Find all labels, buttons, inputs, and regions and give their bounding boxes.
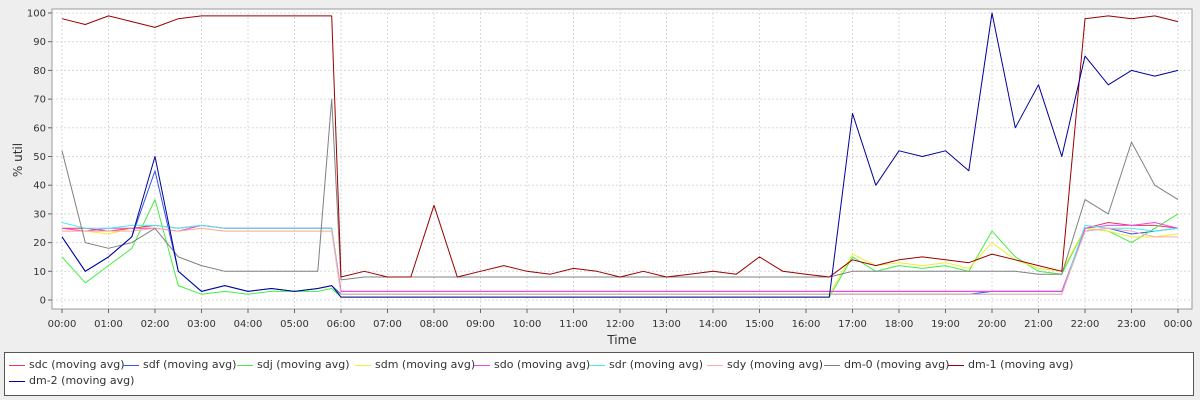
y-tick-label: 100	[27, 9, 46, 20]
x-tick-label: 08:00	[420, 319, 449, 330]
x-tick-label: 22:00	[1071, 319, 1100, 330]
legend-label: dm-0 (moving avg)	[844, 358, 950, 371]
x-tick-label: 00:00	[48, 319, 77, 330]
x-tick-label: 23:00	[1117, 319, 1146, 330]
legend-label: dm-2 (moving avg)	[29, 374, 135, 387]
legend-swatch	[948, 364, 964, 366]
y-tick-label: 0	[40, 296, 46, 307]
legend-item: sdo (moving avg)	[474, 358, 590, 372]
legend-swatch	[824, 364, 840, 366]
x-axis-title: Time	[606, 333, 636, 347]
series-lines	[61, 12, 1179, 298]
x-tick-label: 09:00	[466, 319, 495, 330]
x-tick-label: 01:00	[94, 319, 123, 330]
x-tick-label: 11:00	[559, 319, 588, 330]
series-line-7	[61, 98, 1179, 281]
legend-label: sdf (moving avg)	[143, 358, 237, 371]
legend-swatch	[237, 364, 253, 366]
legend-swatch	[589, 364, 605, 366]
legend-swatch	[707, 364, 723, 366]
x-tick-label: 02:00	[141, 319, 170, 330]
legend-label: sdr (moving avg)	[609, 358, 704, 371]
legend-label: sdy (moving avg)	[727, 358, 823, 371]
x-tick-label: 05:00	[280, 319, 309, 330]
plot-area	[51, 8, 1193, 310]
series-line-6	[62, 227, 1178, 295]
x-tick-label: 00:00	[1164, 319, 1193, 330]
legend-label: sdm (moving avg)	[375, 358, 476, 371]
legend-item: dm-0 (moving avg)	[824, 358, 949, 372]
x-tick-label: 18:00	[885, 319, 914, 330]
legend-swatch	[474, 364, 490, 366]
legend-item: sdf (moving avg)	[123, 358, 236, 372]
y-tick-label: 60	[33, 123, 46, 134]
x-tick-label: 04:00	[234, 319, 263, 330]
legend-swatch	[123, 364, 139, 366]
y-tick-label: 20	[33, 238, 46, 249]
y-axis-title: % util	[11, 143, 25, 177]
x-tick-label: 13:00	[652, 319, 681, 330]
x-tick-label: 12:00	[606, 319, 635, 330]
x-tick-label: 16:00	[792, 319, 821, 330]
legend-item: sdr (moving avg)	[589, 358, 703, 372]
x-tick-label: 21:00	[1024, 319, 1053, 330]
legend-item: sdm (moving avg)	[355, 358, 475, 372]
x-tick-label: 17:00	[838, 319, 867, 330]
line-chart: 0 10 20 30 40 50 60 70 80 90 100 00:00 01:00 02:00 03…	[11, 8, 1193, 347]
legend-item: sdc (moving avg)	[9, 358, 125, 372]
y-tick-label: 30	[33, 209, 46, 220]
x-tick-label: 15:00	[745, 319, 774, 330]
x-tick-label: 14:00	[699, 319, 728, 330]
legend-label: sdo (moving avg)	[494, 358, 591, 371]
legend-item: sdy (moving avg)	[707, 358, 823, 372]
x-tick-label: 10:00	[513, 319, 542, 330]
legend: sdc (moving avg) sdf (moving avg) sdj (mov…	[4, 352, 1194, 396]
series-line-8	[61, 15, 1179, 278]
x-tick-label: 20:00	[978, 319, 1007, 330]
y-tick-label: 90	[33, 37, 46, 48]
series-line-9	[61, 12, 1179, 298]
legend-label: sdj (moving avg)	[257, 358, 350, 371]
legend-label: sdc (moving avg)	[29, 358, 125, 371]
legend-swatch	[9, 380, 25, 382]
legend-label: dm-1 (moving avg)	[968, 358, 1074, 371]
legend-item: sdj (moving avg)	[237, 358, 350, 372]
y-axis: 0 10 20 30 40 50 60 70 80 90 100	[27, 9, 52, 307]
x-axis: 00:00 01:00 02:00 03:00 04:00 05:00 06:00 07:00…	[48, 309, 1193, 330]
legend-swatch	[355, 364, 371, 366]
x-tick-label: 19:00	[931, 319, 960, 330]
y-tick-label: 70	[33, 95, 46, 106]
legend-swatch	[9, 364, 25, 366]
legend-item: dm-1 (moving avg)	[948, 358, 1073, 372]
y-tick-label: 10	[33, 267, 46, 278]
x-tick-label: 06:00	[327, 319, 356, 330]
y-tick-label: 50	[33, 152, 46, 163]
legend-item: dm-2 (moving avg)	[9, 374, 134, 388]
y-tick-label: 40	[33, 181, 46, 192]
x-tick-label: 03:00	[187, 319, 216, 330]
y-tick-label: 80	[33, 66, 46, 77]
x-tick-label: 07:00	[373, 319, 402, 330]
